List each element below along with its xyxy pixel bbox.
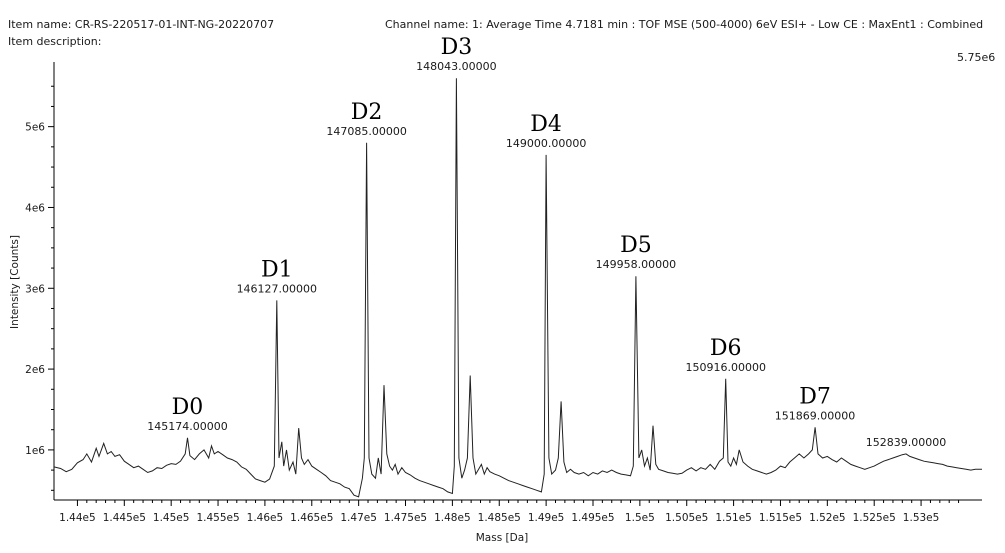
x-tick-label: 1.455e5 [196,512,239,524]
x-tick-label: 1.52e5 [809,512,846,524]
y-tick-label: 4e6 [25,202,45,214]
max-intensity-label: 5.75e6 [957,51,996,64]
peak-mass-label: 148043.00000 [416,60,496,73]
x-tick-label: 1.485e5 [478,512,521,524]
x-tick-label: 1.465e5 [290,512,333,524]
peak-name-d1: D1 [261,257,293,282]
peak-mass-label: 149000.00000 [506,137,586,150]
y-tick-label: 2e6 [25,364,45,376]
x-tick-label: 1.5e5 [625,512,655,524]
peak-name-d4: D4 [530,112,562,137]
x-tick-label: 1.51e5 [715,512,752,524]
peak-name-d3: D3 [441,35,473,60]
x-tick-label: 1.49e5 [528,512,565,524]
peak-name-d2: D2 [351,100,383,125]
x-tick-label: 1.46e5 [247,512,284,524]
item-description: Item description: [8,35,102,48]
channel-name: Channel name: 1: Average Time 4.7181 min… [385,18,984,31]
axes [53,62,982,501]
x-tick-label: 1.47e5 [340,512,377,524]
x-tick-label: 1.48e5 [434,512,471,524]
peak-mass-label: 151869.00000 [775,409,855,422]
y-ticks: 1e6 2e6 3e6 4e6 5e6 [25,85,54,491]
peak-name-d0: D0 [172,395,204,420]
item-name: Item name: CR-RS-220517-01-INT-NG-202207… [8,18,275,31]
spectrum-line [53,78,982,498]
y-axis-label: Intensity [Counts] [9,235,21,329]
peak-mass-label: 152839.00000 [866,436,946,449]
x-tick-label: 1.515e5 [759,512,802,524]
y-tick-label: 3e6 [25,283,45,295]
x-tick-label: 1.445e5 [103,512,146,524]
y-tick-label: 1e6 [25,445,45,457]
x-tick-label: 1.45e5 [153,512,190,524]
x-tick-label: 1.495e5 [571,512,614,524]
x-tick-label: 1.505e5 [665,512,708,524]
x-tick-label: 1.525e5 [853,512,896,524]
x-tick-label: 1.475e5 [384,512,427,524]
x-axis-label: Mass [Da] [476,532,529,544]
x-tick-label: 1.44e5 [59,512,96,524]
peak-name-d5: D5 [620,233,652,258]
y-tick-label: 5e6 [25,122,45,134]
peak-mass-label: 150916.00000 [685,361,765,374]
peak-mass-label: 149958.00000 [596,258,676,271]
peak-name-d7: D7 [799,384,831,409]
peak-name-d6: D6 [710,336,742,361]
peak-mass-label: 146127.00000 [237,282,317,295]
x-ticks: 1.44e5 1.445e5 1.45e5 1.455e5 1.46e5 1.465e5 1… [59,500,960,524]
x-tick-label: 1.53e5 [903,512,940,524]
peak-mass-label: 147085.00000 [326,125,406,138]
peak-mass-label: 145174.00000 [147,420,227,433]
